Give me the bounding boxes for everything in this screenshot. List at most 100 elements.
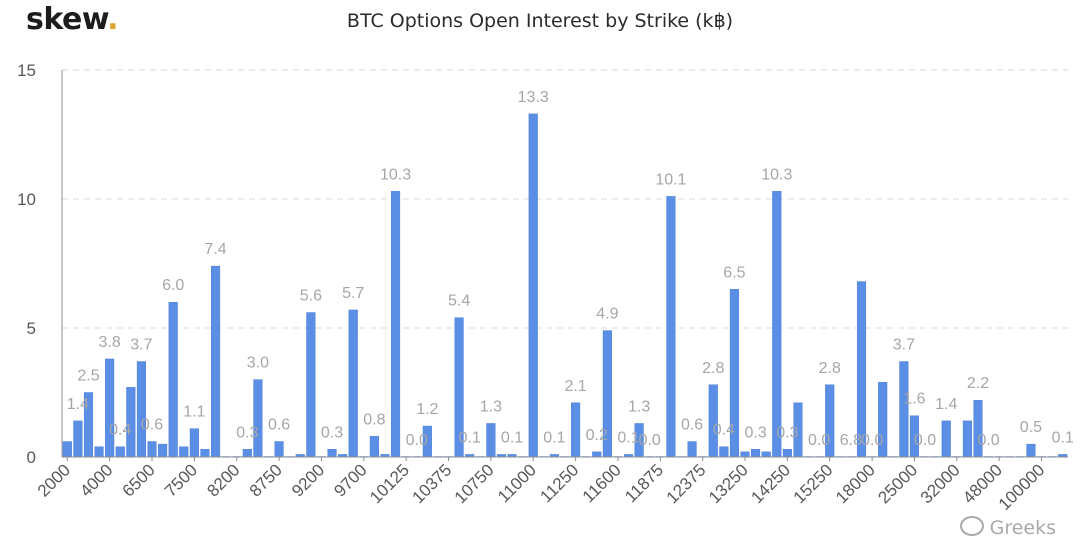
data-labels: 1.4 2.53.8 0.4 3.7 0.6 6.0 1.1 7.4 0.3 3.0 0.6 5.6 0… — [67, 89, 1074, 449]
bar — [687, 441, 697, 458]
x-tick-label: 18000 — [832, 460, 879, 507]
data-label: 1.2 — [416, 401, 438, 418]
data-label: 3.7 — [130, 337, 152, 354]
data-label: 7.4 — [204, 241, 226, 258]
bar — [62, 441, 72, 458]
bar — [189, 428, 199, 458]
data-label: 0.0 — [914, 432, 936, 449]
bar — [856, 281, 867, 458]
bar — [136, 361, 146, 458]
wechat-icon — [959, 516, 984, 536]
data-label: 1.3 — [628, 398, 650, 415]
data-label: 13.3 — [518, 89, 549, 106]
x-tick-label: 11875 — [621, 460, 667, 506]
x-tick-label: 8200 — [203, 460, 243, 500]
data-label: 0.0 — [861, 432, 883, 449]
data-label: 0.1 — [543, 429, 565, 446]
bar — [751, 449, 761, 458]
bar — [94, 446, 104, 458]
x-tick-label: 10750 — [451, 460, 498, 507]
x-tick-label: 9700 — [330, 460, 370, 500]
data-label: 0.4 — [109, 422, 131, 439]
data-label: 1.1 — [183, 404, 205, 421]
bar — [740, 451, 750, 458]
bar — [941, 420, 951, 458]
data-label: 0.0 — [639, 432, 661, 449]
data-label: 3.0 — [247, 355, 269, 372]
bar — [115, 446, 125, 458]
data-label: 1.3 — [480, 398, 502, 415]
bar — [242, 449, 252, 458]
bar — [719, 446, 729, 458]
bar — [147, 441, 157, 458]
bar — [211, 265, 221, 458]
x-tick-label: 100000 — [995, 460, 1049, 514]
data-label: 0.8 — [363, 411, 385, 428]
bar — [528, 113, 538, 458]
bar — [306, 312, 316, 458]
data-label: 1.4 — [935, 396, 957, 413]
bar — [962, 420, 972, 458]
x-tick-label: 25000 — [874, 460, 921, 507]
data-label: 2.2 — [967, 375, 989, 392]
data-label: 4.9 — [596, 306, 618, 323]
bar — [253, 379, 263, 458]
data-label: 6.8 — [840, 432, 862, 449]
data-label: 0.1 — [459, 429, 481, 446]
x-tick-label: 12375 — [663, 460, 710, 507]
x-tick-label: 11600 — [579, 460, 625, 506]
data-label: 0.1 — [617, 429, 639, 446]
data-label: 3.8 — [99, 334, 121, 351]
x-tick-label: 7500 — [161, 460, 201, 500]
data-label: 0.6 — [141, 417, 163, 434]
y-tick-label: 5 — [27, 319, 36, 338]
data-label: 10.3 — [761, 166, 792, 183]
data-label: 2.5 — [77, 368, 99, 385]
y-tick-label: 0 — [27, 448, 36, 467]
x-tick-label: 6500 — [119, 460, 159, 500]
x-tick-label: 4000 — [76, 460, 116, 500]
x-tick-label: 11250 — [536, 460, 582, 506]
watermark-text: Greeks — [989, 517, 1056, 539]
data-label: 0.6 — [268, 417, 290, 434]
y-tick-label: 15 — [17, 61, 36, 80]
bar — [666, 196, 676, 458]
data-label: 0.0 — [977, 432, 999, 449]
x-tick-label: 14250 — [747, 460, 794, 507]
data-label: 1.4 — [67, 396, 89, 413]
data-label: 0.1 — [501, 429, 523, 446]
bar — [899, 361, 909, 458]
x-tick-label: 13250 — [705, 460, 752, 507]
bar — [274, 441, 284, 458]
logo-text: skew — [26, 2, 108, 37]
bar — [73, 420, 83, 458]
data-label: 6.5 — [723, 264, 745, 281]
data-label: 0.0 — [808, 432, 830, 449]
bar — [168, 302, 178, 458]
bar — [772, 191, 782, 458]
data-label: 0.6 — [681, 417, 703, 434]
chart-title: BTC Options Open Interest by Strike (k฿) — [346, 10, 734, 32]
bar — [761, 451, 771, 458]
bar — [486, 423, 496, 458]
x-tick-label: 15250 — [790, 460, 837, 507]
bars — [62, 113, 1068, 458]
data-label: 0.3 — [236, 424, 258, 441]
data-label: 2.8 — [702, 360, 724, 377]
bar — [348, 309, 358, 458]
data-label: 0.3 — [744, 424, 766, 441]
data-label: 6.0 — [162, 277, 184, 294]
bar — [1026, 443, 1036, 458]
bar — [105, 358, 115, 458]
data-label: 0.0 — [406, 432, 428, 449]
bar — [327, 449, 337, 458]
data-label: 0.5 — [1020, 419, 1042, 436]
logo-dot: . — [107, 2, 119, 37]
data-label: 5.4 — [448, 293, 470, 310]
watermark: Greeks — [959, 516, 1056, 539]
bar — [179, 446, 189, 458]
data-label: 5.6 — [300, 288, 322, 305]
data-label: 10.3 — [380, 166, 411, 183]
x-tick-label: 32000 — [917, 460, 964, 507]
data-label: 0.4 — [713, 422, 735, 439]
